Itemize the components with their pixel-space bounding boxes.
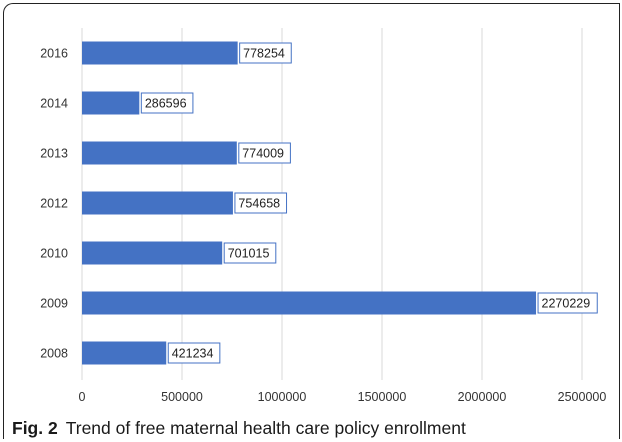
bar [82, 91, 140, 115]
figure-label: Fig. 2 [12, 418, 58, 438]
data-label: 778254 [243, 47, 285, 61]
data-label-box [140, 92, 194, 114]
data-label: 754658 [238, 197, 280, 211]
bar-chart: 0 500000 1000000 1500000 2000000 2500000 2016 7… [40, 28, 607, 404]
x-tick-label: 2500000 [558, 390, 607, 404]
data-label: 2270229 [542, 297, 591, 311]
y-category-label: 2014 [40, 97, 68, 111]
bar [82, 341, 167, 365]
bar [82, 241, 223, 265]
chart-frame [3, 3, 620, 439]
y-category-label: 2008 [40, 347, 68, 361]
bar [82, 41, 238, 65]
data-label: 286596 [145, 97, 187, 111]
bar [82, 141, 237, 165]
y-category-label: 2016 [40, 47, 68, 61]
data-label-box [239, 42, 292, 64]
y-category-label: 2009 [40, 297, 68, 311]
y-category-label: 2012 [40, 197, 68, 211]
x-tick-label: 2000000 [458, 390, 507, 404]
bar [82, 191, 233, 215]
x-tick-label: 1000000 [258, 390, 307, 404]
data-label: 774009 [242, 147, 284, 161]
data-label-box [234, 192, 288, 214]
figure-caption: Fig. 2 Trend of free maternal health care… [12, 418, 466, 439]
data-label-box [223, 242, 277, 264]
figure-caption-text: Trend of free maternal health care polic… [65, 418, 466, 438]
data-label: 701015 [228, 247, 270, 261]
data-label-box [537, 292, 598, 314]
data-label: 421234 [172, 347, 214, 361]
x-tick-label: 0 [79, 390, 86, 404]
x-tick-label: 500000 [161, 390, 203, 404]
y-category-label: 2010 [40, 247, 68, 261]
x-tick-label: 1500000 [358, 390, 407, 404]
data-label-box [167, 342, 221, 364]
bar [82, 291, 537, 315]
data-label-box [238, 142, 291, 164]
y-category-label: 2013 [40, 147, 68, 161]
